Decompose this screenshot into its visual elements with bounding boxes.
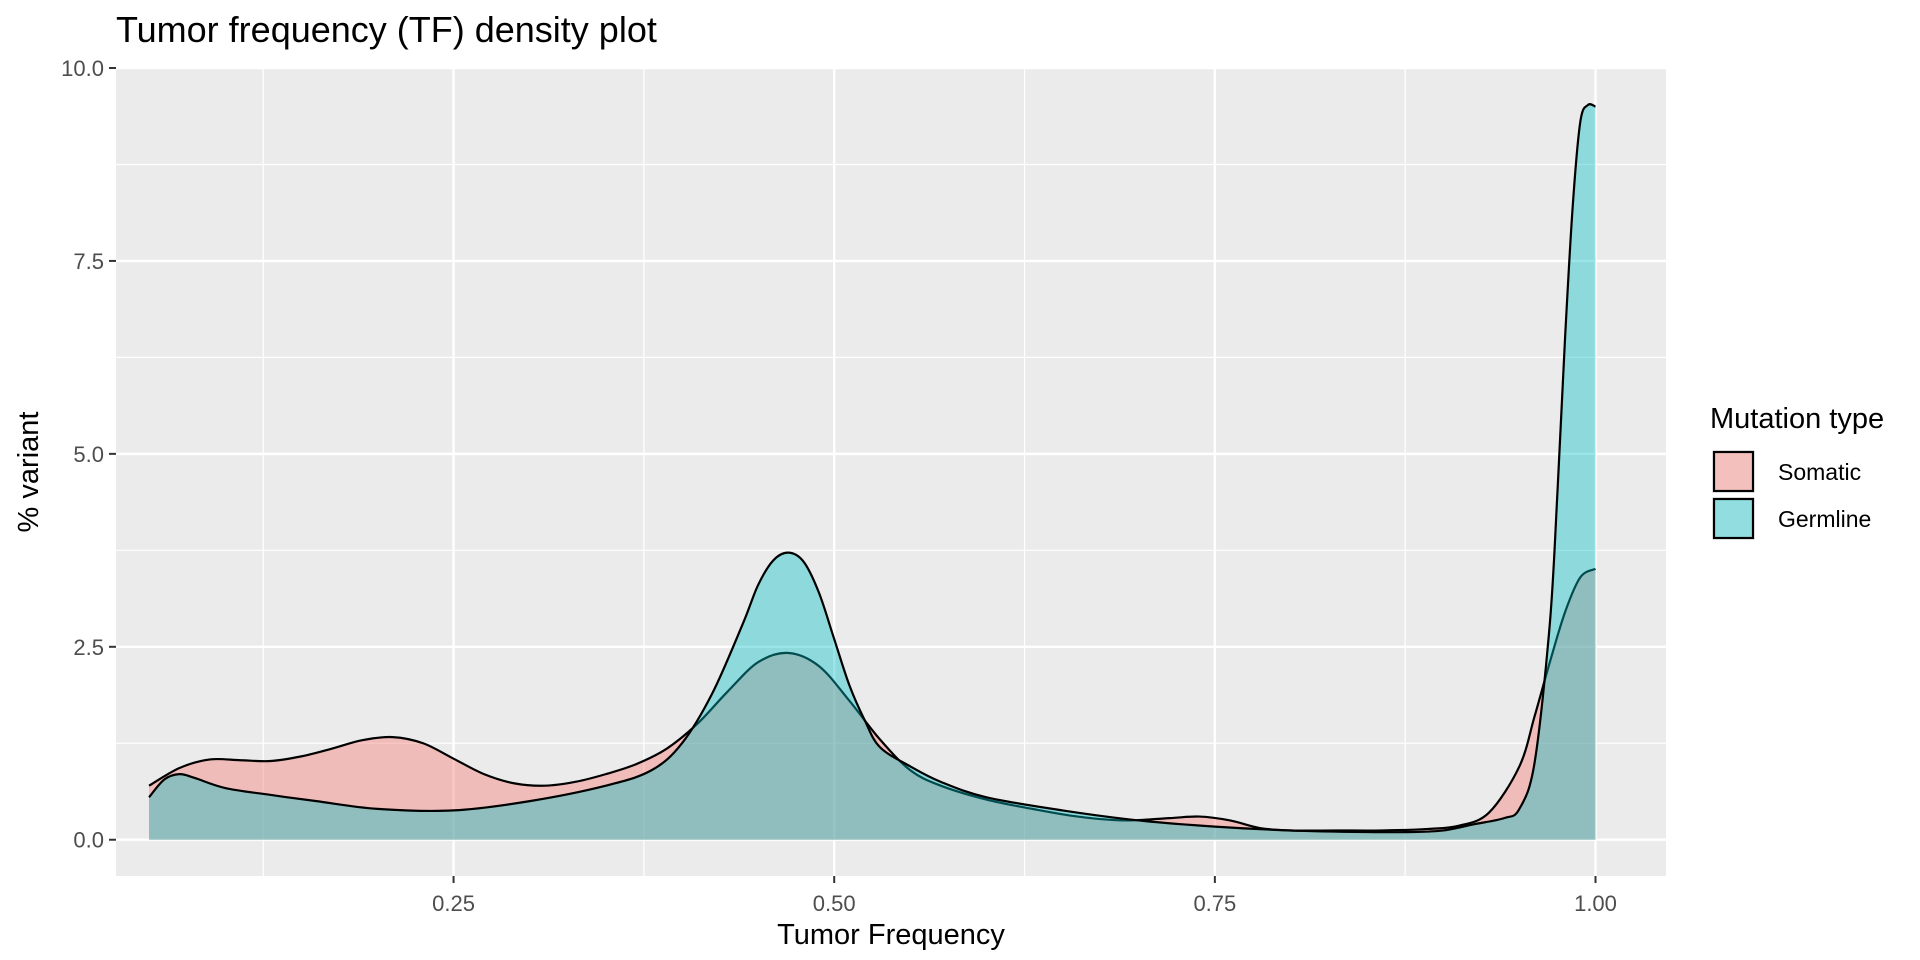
germline-density-line bbox=[148, 103, 1596, 834]
legend-swatch-germline bbox=[1712, 497, 1755, 540]
legend-label-somatic: Somatic bbox=[1778, 459, 1861, 485]
y-tick-label: 5.0 bbox=[73, 442, 104, 467]
legend-items: Somatic Germline bbox=[1712, 450, 1871, 540]
series-layer bbox=[148, 103, 1597, 840]
minor-gridlines bbox=[116, 68, 1666, 876]
major-gridlines bbox=[116, 66, 1666, 876]
somatic-density-area bbox=[149, 568, 1596, 840]
x-axis-title: Tumor Frequency bbox=[777, 919, 1005, 951]
legend: Mutation type Somatic Germline bbox=[1710, 403, 1884, 540]
somatic-density-line bbox=[148, 567, 1597, 832]
x-tick-label: 0.50 bbox=[813, 891, 856, 916]
legend-key-bg-germline bbox=[1712, 497, 1755, 540]
chart-title: Tumor frequency (TF) density plot bbox=[116, 9, 657, 50]
y-axis-title: % variant bbox=[13, 412, 45, 533]
x-tick-label: 0.25 bbox=[432, 891, 475, 916]
plot-panel bbox=[116, 68, 1666, 876]
x-tick-label: 1.00 bbox=[1574, 891, 1617, 916]
legend-key-bg-somatic bbox=[1712, 450, 1755, 493]
y-tick-label: 0.0 bbox=[73, 828, 104, 853]
legend-title: Mutation type bbox=[1710, 403, 1884, 435]
y-tick-label: 10.0 bbox=[61, 56, 104, 81]
y-axis: 0.0 2.5 5.0 7.5 10.0 bbox=[61, 56, 116, 853]
y-tick-label: 2.5 bbox=[73, 635, 104, 660]
x-axis: 0.25 0.50 0.75 1.00 bbox=[432, 876, 1617, 916]
legend-label-germline: Germline bbox=[1778, 506, 1871, 532]
y-tick-label: 7.5 bbox=[73, 249, 104, 274]
x-tick-label: 0.75 bbox=[1193, 891, 1236, 916]
legend-swatch-somatic bbox=[1712, 450, 1755, 493]
